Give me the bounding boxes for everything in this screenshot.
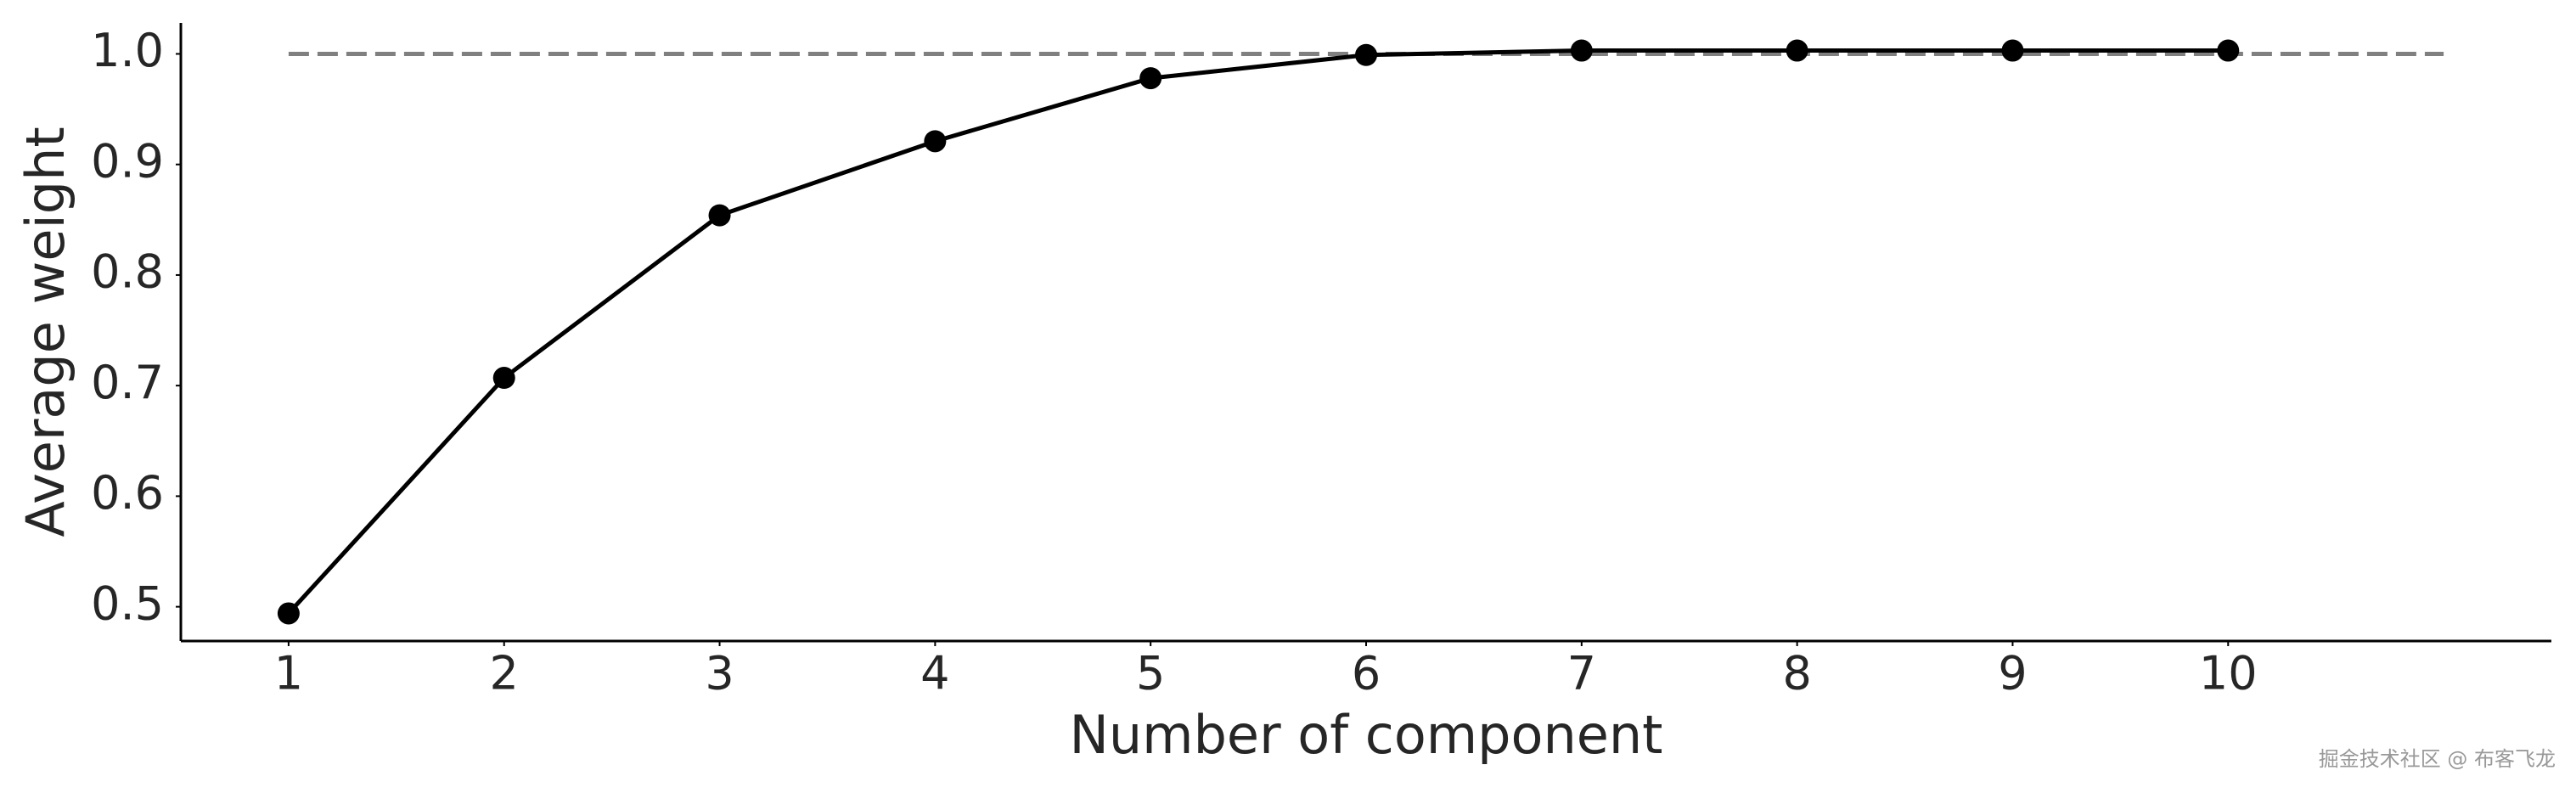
x-tick-label: 3 <box>705 647 734 700</box>
x-tick-label: 9 <box>1998 647 2027 700</box>
y-tick-label: 1.0 <box>91 24 164 77</box>
y-tick-label: 0.6 <box>91 466 164 520</box>
data-point <box>492 367 515 390</box>
y-tick-label: 0.7 <box>91 356 164 409</box>
data-point <box>708 204 731 227</box>
data-point <box>2217 39 2240 62</box>
x-tick-label: 4 <box>920 647 949 700</box>
y-tick-label: 0.8 <box>91 245 164 299</box>
data-point <box>1570 39 1593 62</box>
data-point <box>2001 39 2024 62</box>
watermark: 掘金技术社区 @ 布客飞龙 <box>2319 747 2556 771</box>
y-tick-label: 0.5 <box>91 576 164 630</box>
x-tick-label: 2 <box>490 647 519 700</box>
x-tick-label: 10 <box>2199 647 2258 700</box>
y-tick-label: 0.9 <box>91 134 164 188</box>
data-point <box>1355 43 1377 66</box>
data-point <box>924 130 947 153</box>
x-tick-label: 6 <box>1352 647 1381 700</box>
x-tick-label: 7 <box>1567 647 1596 700</box>
x-tick-label: 1 <box>274 647 303 700</box>
data-point <box>1139 67 1162 90</box>
data-point <box>1786 39 1808 62</box>
x-tick-label: 5 <box>1136 647 1165 700</box>
data-line <box>287 48 2229 616</box>
x-tick-label: 8 <box>1782 647 1811 700</box>
y-axis-label: Average weight <box>14 127 76 537</box>
x-axis-label: Number of component <box>1070 704 1663 766</box>
data-point <box>277 602 300 625</box>
